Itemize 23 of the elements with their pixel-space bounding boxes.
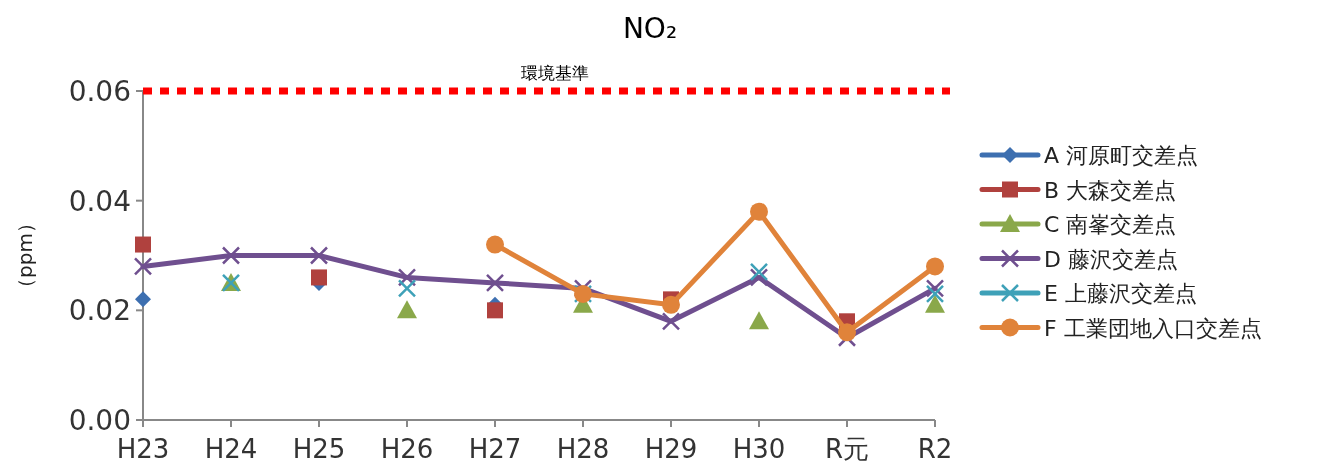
x-tick-label: R2 [917,434,953,464]
legend-label: B 大森交差点 [1044,177,1177,203]
x-tick-label: H26 [380,434,434,464]
y-tick-label: 0.06 [68,75,131,108]
x-tick-label: H25 [292,434,346,464]
legend-label: F 工業団地入口交差点 [1044,315,1262,341]
ref-line-label: 環境基準 [521,63,589,83]
legend-label: A 河原町交差点 [1044,143,1199,168]
x-tick-label: H23 [116,434,170,464]
legend-label: E 上藤沢交差点 [1044,281,1197,306]
x-tick-label: H29 [644,434,698,464]
y-tick-label: 0.02 [68,294,131,328]
legend-label: D 藤沢交差点 [1044,246,1178,272]
x-tick-label: H27 [468,434,522,464]
chart-title: NO₂ [622,12,678,45]
x-tick-label: R元 [824,434,870,464]
y-tick-label: 0.00 [68,404,131,437]
legend-label: C 南峯交差点 [1044,212,1177,237]
y-axis-title: （ppm） [13,213,37,298]
x-tick-label: H28 [556,434,610,464]
x-tick-label: H24 [204,434,258,464]
x-tick-label: H30 [732,434,786,464]
y-tick-label: 0.04 [68,184,131,218]
